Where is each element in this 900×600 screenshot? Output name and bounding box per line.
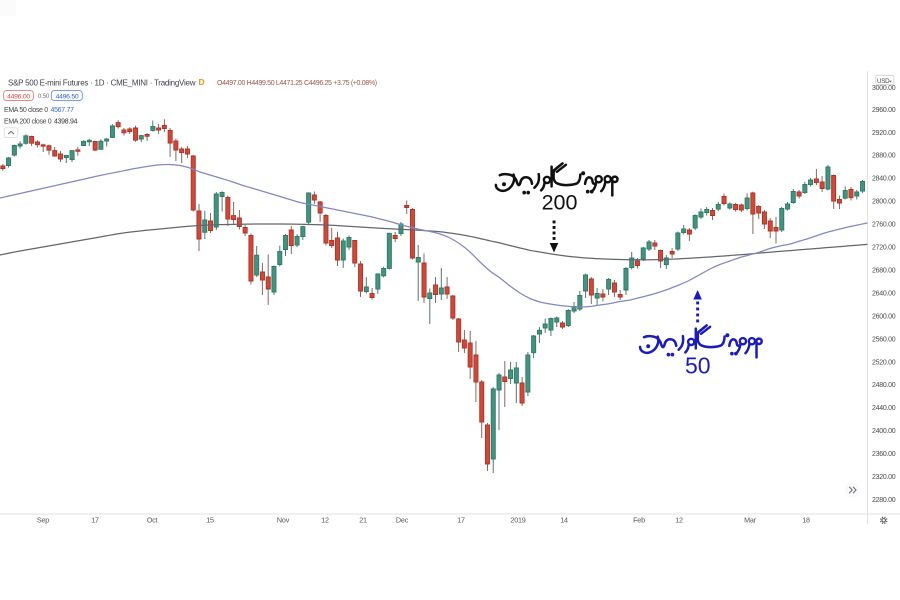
- svg-text:2760.00: 2760.00: [872, 222, 896, 229]
- svg-text:Oct: Oct: [147, 516, 158, 525]
- svg-text:0.50: 0.50: [38, 93, 50, 100]
- svg-text:2880.00: 2880.00: [872, 153, 896, 160]
- svg-text:2920.00: 2920.00: [872, 130, 896, 137]
- svg-text:Dec: Dec: [396, 516, 409, 525]
- svg-text:14: 14: [560, 516, 568, 525]
- svg-text:S&P 500 E-mini Futures · 1D ·: S&P 500 E-mini Futures · 1D · CME_MINI ·…: [8, 79, 196, 88]
- svg-text:4567.77: 4567.77: [51, 107, 75, 114]
- svg-text:3000.00: 3000.00: [872, 85, 896, 92]
- svg-text:2640.00: 2640.00: [872, 290, 896, 297]
- svg-text:12: 12: [675, 516, 683, 525]
- svg-text:2720.00: 2720.00: [872, 245, 896, 252]
- svg-text:15: 15: [206, 516, 214, 525]
- svg-text:EMA 50 close 0: EMA 50 close 0: [4, 107, 48, 114]
- svg-text:2320.00: 2320.00: [872, 474, 896, 481]
- svg-text:Sep: Sep: [37, 516, 49, 525]
- svg-text:Mar: Mar: [744, 516, 757, 525]
- svg-text:O4497.00 H4499.50 L4471.25 C44: O4497.00 H4499.50 L4471.25 C4496.25 +3.7…: [217, 80, 377, 87]
- svg-text:200: 200: [542, 191, 578, 215]
- svg-text:2400.00: 2400.00: [872, 428, 896, 435]
- svg-text:17: 17: [457, 516, 465, 525]
- svg-text:2960.00: 2960.00: [872, 107, 896, 114]
- svg-text:21: 21: [359, 516, 367, 525]
- svg-text:2440.00: 2440.00: [872, 405, 896, 412]
- svg-text:EMA 200 close 0: EMA 200 close 0: [4, 119, 52, 126]
- svg-text:2480.00: 2480.00: [872, 382, 896, 389]
- svg-text:2800.00: 2800.00: [872, 199, 896, 206]
- svg-text:Nov: Nov: [277, 516, 290, 525]
- svg-text:4496.50: 4496.50: [56, 93, 79, 100]
- svg-text:50: 50: [685, 353, 711, 379]
- svg-text:17: 17: [91, 516, 99, 525]
- svg-text:USD: USD: [877, 78, 890, 85]
- svg-text:2520.00: 2520.00: [872, 359, 896, 366]
- svg-text:Feb: Feb: [633, 516, 645, 525]
- svg-text:2280.00: 2280.00: [872, 497, 896, 504]
- svg-text:2019: 2019: [510, 516, 525, 525]
- svg-text:2560.00: 2560.00: [872, 336, 896, 343]
- svg-text:D: D: [199, 77, 205, 87]
- svg-text:2680.00: 2680.00: [872, 268, 896, 275]
- svg-text:2840.00: 2840.00: [872, 176, 896, 183]
- svg-text:4496.00: 4496.00: [7, 93, 30, 100]
- svg-text:18: 18: [802, 516, 810, 525]
- svg-text:2360.00: 2360.00: [872, 451, 896, 458]
- svg-text:12: 12: [321, 516, 329, 525]
- svg-text:2600.00: 2600.00: [872, 313, 896, 320]
- svg-text:4398.94: 4398.94: [54, 119, 78, 126]
